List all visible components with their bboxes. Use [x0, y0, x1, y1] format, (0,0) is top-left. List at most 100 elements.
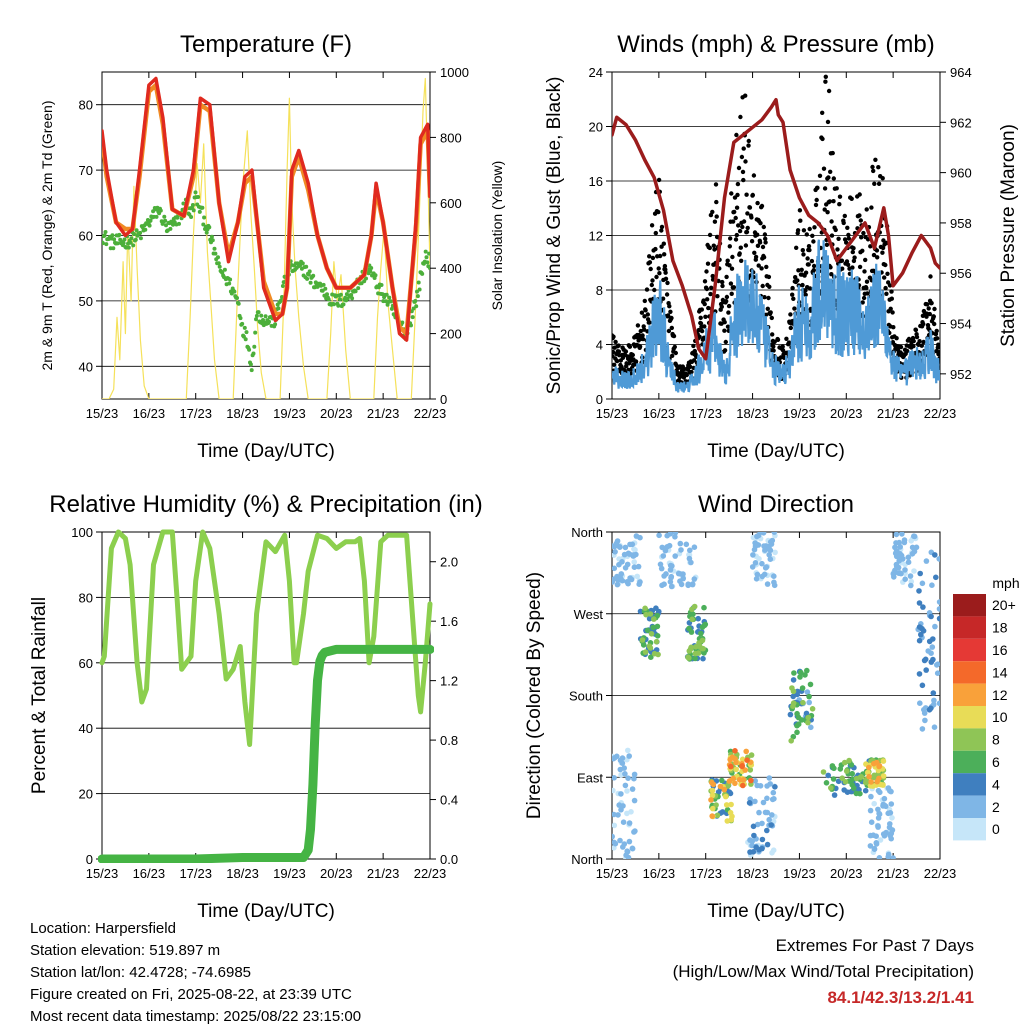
gust-point [759, 203, 765, 209]
dewpoint-point [227, 281, 232, 286]
temperature-2m-line [102, 76, 430, 342]
wind-direction-point [905, 554, 912, 561]
wind-direction-point [806, 693, 812, 700]
gust-point [691, 343, 696, 349]
dewpoint-point [235, 296, 239, 300]
wind-direction-point [726, 789, 733, 795]
gust-point [865, 291, 870, 296]
wind-direction-point [788, 738, 794, 744]
gust-point [823, 74, 828, 80]
gust-point [638, 328, 643, 334]
gust-point [734, 232, 739, 238]
gust-point [800, 248, 805, 253]
dewpoint-point [126, 245, 131, 250]
gust-point [749, 215, 754, 220]
dewpoint-point [196, 195, 201, 199]
gust-point [857, 192, 862, 197]
wind-direction-point [736, 776, 743, 783]
legend-swatch [953, 616, 986, 639]
gust-point [711, 243, 716, 248]
gust-point [739, 154, 745, 160]
dewpoint-point [209, 234, 214, 239]
wind-direction-point [766, 545, 773, 552]
wind-direction-point [732, 780, 738, 787]
wind-direction-point [614, 581, 621, 588]
y2-tick-label: 800 [440, 130, 462, 145]
wind-direction-point [677, 540, 684, 547]
gust-point [659, 228, 664, 233]
gust-point [745, 225, 750, 231]
gust-point [760, 244, 766, 250]
dewpoint-point [216, 261, 221, 266]
wind-direction-point [807, 681, 814, 688]
y-tick-label: 8 [596, 283, 603, 298]
wind-direction-point [721, 786, 728, 793]
y-tick-label: 0 [86, 852, 93, 867]
wind-direction-point [668, 574, 674, 581]
dewpoint-point [331, 302, 336, 307]
wind-direction-point [867, 807, 874, 814]
gust-point [739, 258, 744, 263]
wind-direction-point [846, 757, 852, 764]
wind-direction-point [685, 582, 691, 589]
wind-direction-point [677, 578, 683, 584]
gust-point [612, 334, 616, 339]
wind-direction-point [664, 544, 670, 550]
gust-point [734, 205, 740, 210]
gust-point [728, 281, 734, 286]
legend-title: mph [992, 575, 1019, 591]
gust-point [729, 266, 735, 271]
dewpoint-point [254, 313, 259, 318]
wind-direction-point [762, 547, 768, 553]
wind-direction-point [764, 841, 771, 848]
wind-direction-point [928, 705, 934, 712]
legend-label: 12 [992, 687, 1008, 703]
panel-2: Winds (mph) & Pressure (mb) 15/23 16/23 17/… [544, 31, 1019, 462]
gust-point [788, 312, 793, 317]
wind-direction-point [917, 700, 923, 706]
gust-point [828, 265, 833, 270]
plot-area [102, 76, 430, 399]
gust-point [829, 219, 834, 224]
dewpoint-point [217, 264, 222, 269]
gust-point [698, 315, 703, 320]
gust-point [936, 342, 940, 347]
wind-direction-point [889, 815, 895, 821]
gust-point [911, 344, 916, 349]
gust-point [623, 349, 629, 354]
wind-direction-point [700, 645, 706, 652]
wind-direction-point [748, 752, 755, 758]
wind-direction-point [771, 573, 777, 579]
wind-direction-point [700, 655, 706, 662]
wind-direction-point [880, 782, 886, 788]
gust-point [883, 262, 888, 268]
wind-direction-point [709, 787, 716, 794]
wind-direction-point [619, 760, 626, 766]
gust-point [925, 302, 930, 307]
gust-point [712, 219, 718, 224]
gust-point [725, 324, 731, 329]
dewpoint-point [349, 293, 354, 297]
gust-point [791, 296, 796, 301]
x-tick-label: 16/23 [643, 866, 676, 881]
wind-direction-point [651, 616, 657, 622]
wind-direction-point [616, 561, 622, 568]
gust-point [842, 213, 847, 219]
gust-point [760, 283, 765, 289]
dewpoint-point [279, 298, 284, 303]
gust-point [806, 262, 811, 267]
precipitation-line [98, 644, 434, 863]
gust-point [708, 291, 713, 297]
gust-point [616, 349, 622, 354]
wind-direction-point [764, 581, 771, 587]
gust-point [724, 274, 729, 280]
gust-point [735, 181, 741, 187]
gust-point [804, 232, 809, 237]
gust-point [849, 196, 854, 201]
wind-direction-point [839, 775, 845, 781]
y2-axis-label: Station Pressure (Maroon) [998, 124, 1019, 347]
wind-direction-point [825, 772, 831, 779]
x-tick-label: 21/23 [877, 866, 910, 881]
wind-direction-point [887, 821, 893, 827]
gust-point [616, 343, 621, 348]
